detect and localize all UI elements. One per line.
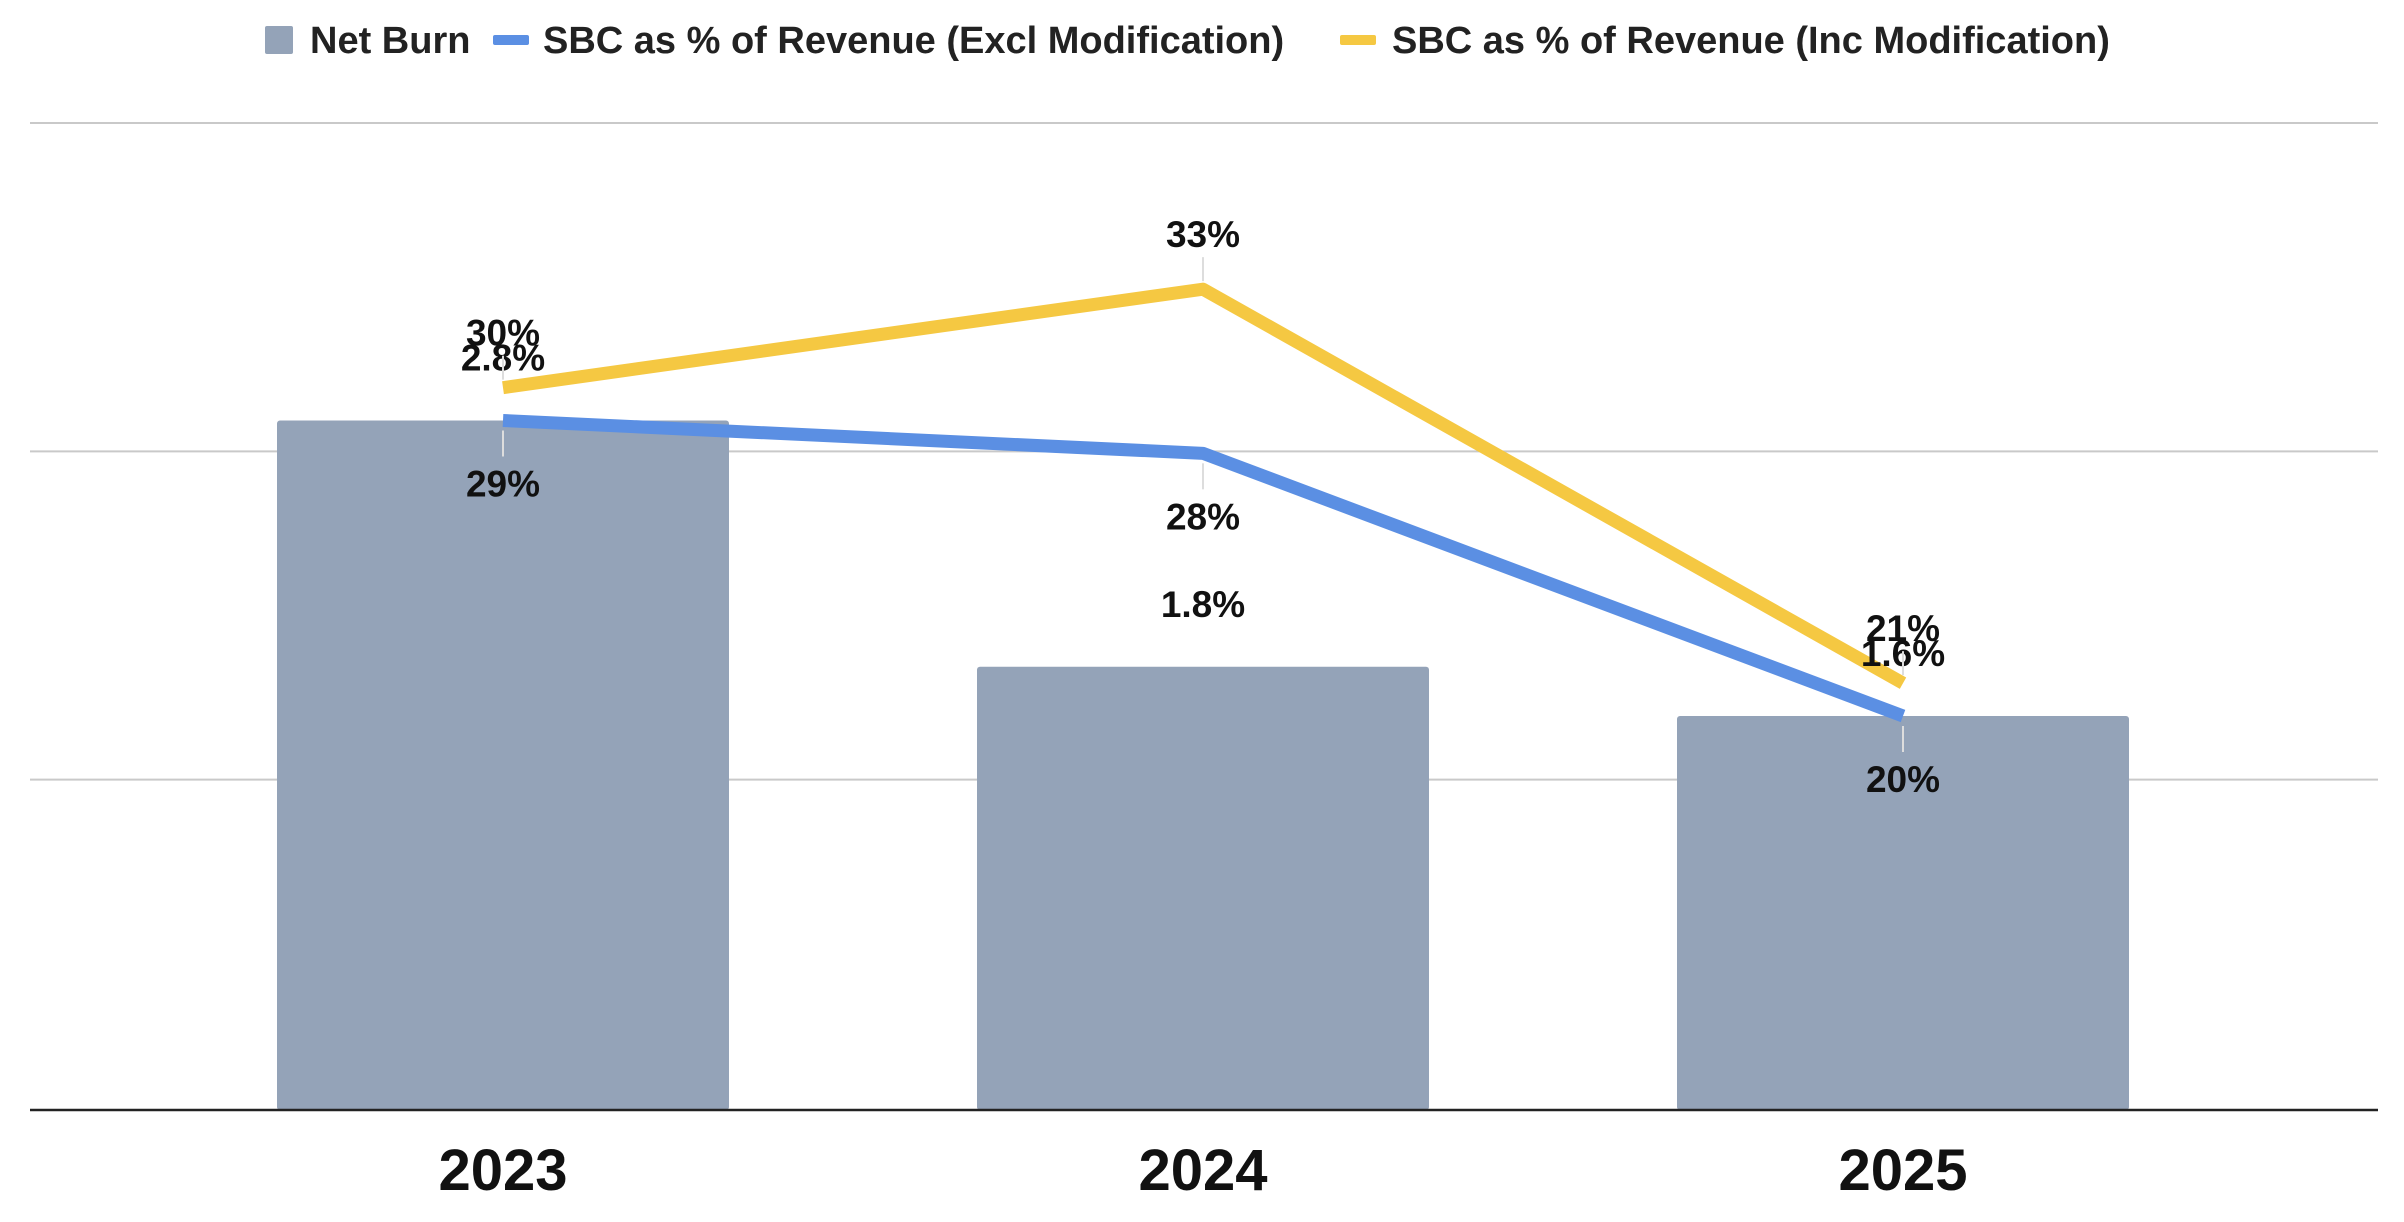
legend: Net Burn SBC as % of Revenue (Excl Modifi… bbox=[265, 20, 2110, 62]
legend-label-2: SBC as % of Revenue (Inc Modification) bbox=[1392, 20, 2110, 62]
bars bbox=[277, 420, 2129, 1110]
x-axis: 2023 2024 2025 bbox=[30, 1108, 2378, 1203]
lines bbox=[502, 282, 1907, 723]
data-labels: 2.8%1.8%1.6%30%33%21%29%28%20% bbox=[461, 214, 1945, 800]
excl-label-2024: 28% bbox=[1166, 496, 1240, 537]
excl-label-2023: 29% bbox=[466, 464, 540, 505]
x-tick-2023: 2023 bbox=[438, 1138, 567, 1203]
bar-2024 bbox=[977, 666, 1429, 1110]
legend-swatch-excl bbox=[493, 35, 529, 45]
legend-label-0: Net Burn bbox=[310, 20, 470, 62]
line-excl bbox=[502, 414, 1906, 723]
bar-label-2024: 1.8% bbox=[1161, 584, 1245, 625]
line-inc bbox=[502, 282, 1907, 689]
bar-2025 bbox=[1677, 716, 2129, 1110]
x-tick-2024: 2024 bbox=[1138, 1138, 1267, 1203]
legend-swatch-net-burn bbox=[265, 26, 293, 54]
excl-label-2025: 20% bbox=[1866, 759, 1940, 800]
inc-label-2025: 21% bbox=[1866, 608, 1940, 649]
legend-label-1: SBC as % of Revenue (Excl Modification) bbox=[543, 20, 1284, 62]
legend-swatch-inc bbox=[1340, 35, 1376, 45]
bar-2023 bbox=[277, 420, 729, 1110]
x-tick-2025: 2025 bbox=[1838, 1138, 1967, 1203]
inc-label-2023: 30% bbox=[466, 313, 540, 354]
inc-label-2024: 33% bbox=[1166, 214, 1240, 255]
